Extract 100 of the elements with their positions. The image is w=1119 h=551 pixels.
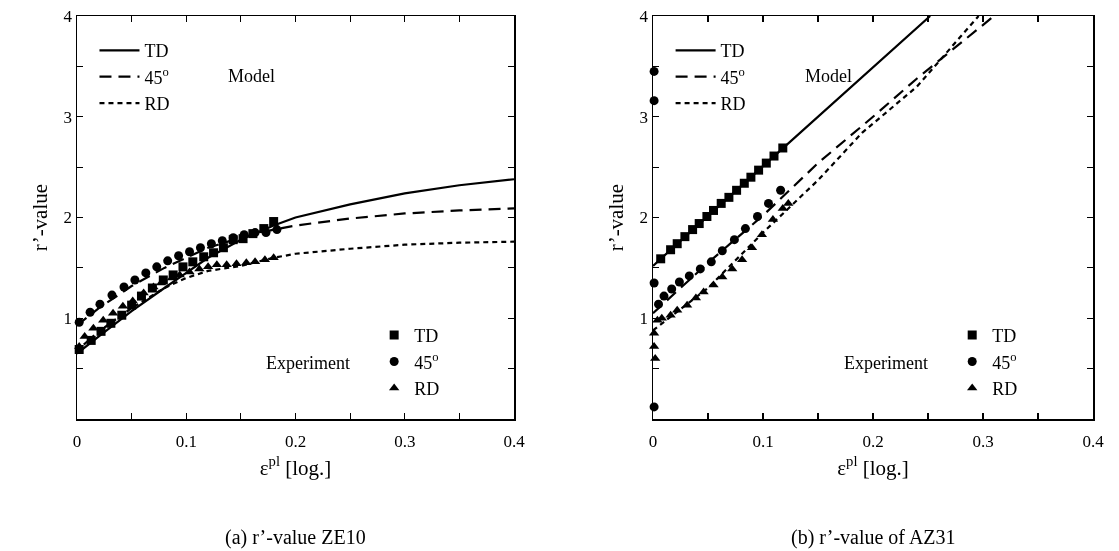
y-axis-title: r’-value [28,183,52,252]
y-axis-title: r’-value [604,183,628,252]
x-tick-label: 0.4 [1082,431,1105,451]
point [268,253,279,261]
point [117,310,127,320]
point [709,205,718,215]
point [753,211,762,221]
point [659,291,669,301]
point [717,272,728,280]
point [680,232,690,242]
y-tick-label: 4 [639,6,649,26]
legend-label: 45$^{o}$ [720,65,745,88]
y-tick-label: 2 [63,208,73,228]
point [674,277,684,287]
point [667,284,677,294]
point [729,235,739,245]
point [769,151,779,161]
point [95,299,105,309]
point [163,256,173,266]
annotation: Experiment [844,353,928,373]
point [684,271,694,281]
point [152,262,162,272]
point [761,158,771,168]
point [654,299,663,309]
point [184,267,195,275]
legend-label: RD [992,378,1018,399]
point [695,264,705,274]
point [174,251,184,261]
point [764,198,773,208]
point [261,228,271,238]
x-axis-title: ε$^{pl}$ [log.] [837,453,909,480]
point [86,335,96,345]
legend-label: TD [992,326,1017,347]
point [656,254,666,264]
x-tick-label: 0.1 [175,431,197,451]
point [708,280,719,288]
y-tick-label: 1 [639,309,649,329]
point [106,318,116,328]
point [269,217,279,227]
point [724,192,734,202]
text: (a) r’-value ZE10 [225,526,366,549]
point [778,143,788,153]
point [716,198,726,208]
point [777,203,788,211]
point [732,185,742,195]
y-tick-label: 3 [63,107,73,127]
y-tick-label: 3 [639,107,649,127]
point [666,245,676,255]
x-tick-label: 0.2 [862,431,884,451]
point [194,264,205,272]
legend-label: 45$^{o}$ [414,349,439,373]
point [199,252,209,262]
x-tick-label: 0.3 [394,431,416,451]
x-tick-label: 0.4 [503,431,526,451]
annotation: Model [805,66,852,86]
point [188,257,198,267]
point [185,247,195,257]
point [740,224,750,234]
point [141,268,151,278]
point [195,243,205,253]
point [96,326,106,336]
legend-label: RD [720,94,746,115]
point [119,282,129,292]
x-tick-label: 0.1 [752,431,774,451]
y-tick-label: 4 [63,6,73,26]
point [107,290,117,300]
point [688,225,698,235]
y-tick-label: 1 [63,309,73,329]
point [746,172,756,182]
point [206,239,216,249]
x-tick-label: 0.2 [284,431,307,451]
point [706,257,716,267]
annotation: Experiment [266,353,350,373]
point [272,225,282,235]
point [130,275,140,285]
point [209,248,219,258]
point [85,307,95,317]
point [241,258,252,266]
point [221,260,232,268]
point [231,259,242,267]
x-tick-label: 0.3 [972,431,994,451]
legend-label: TD [144,41,169,62]
legend-label: TD [414,326,439,347]
point [694,219,704,229]
x-axis-title: ε$^{pl}$ [log.] [259,453,332,480]
point [754,165,764,175]
legend-label: RD [414,378,440,399]
legend-label: RD [144,94,170,115]
x-tick-label: 0 [72,431,82,451]
legend-label: 45$^{o}$ [144,65,169,88]
point [702,211,712,221]
annotation: Model [228,66,275,86]
y-tick-label: 2 [639,208,649,228]
point [727,264,738,272]
x-tick-label: 0 [648,431,658,451]
legend-label: TD [720,41,745,62]
point [783,198,794,206]
point [672,239,682,249]
point [178,262,188,272]
legend-label: 45$^{o}$ [992,349,1017,373]
